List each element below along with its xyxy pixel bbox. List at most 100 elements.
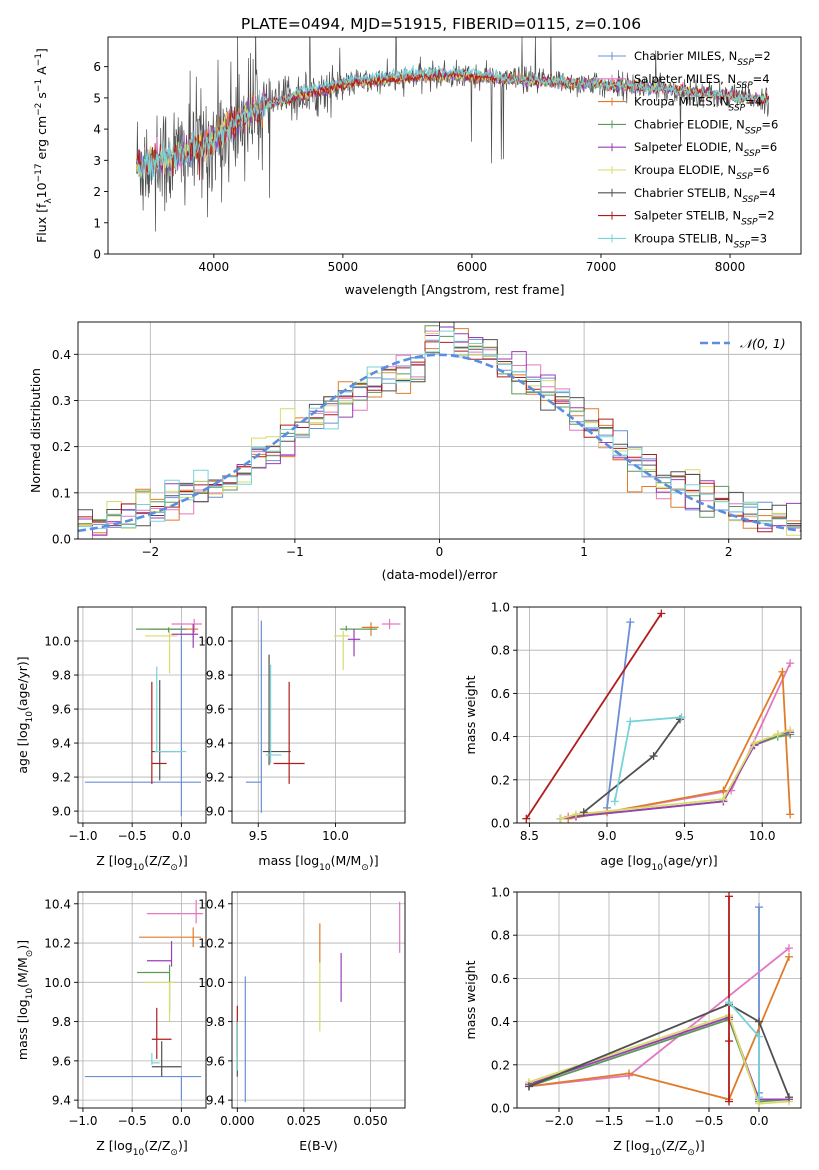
- x-tick-label: 4000: [199, 260, 230, 274]
- errorbar-salpeter_miles: [171, 618, 203, 633]
- marker-kroupa_elodie: [571, 810, 580, 819]
- x-tick-label: 0: [436, 545, 444, 559]
- x-tick-label: −1.0: [68, 1114, 97, 1128]
- y-tick-label: 9.8: [206, 1015, 225, 1029]
- marker-salpeter_stelib: [522, 814, 531, 823]
- y-tick-label: 9.8: [52, 1015, 71, 1029]
- marker-kroupa_miles: [719, 786, 728, 795]
- marker-kroupa_stelib: [610, 797, 619, 806]
- panel-spectrum: 4000 5000 6000 7000 8000 0 1 2 3 4 5 6 wavelength [A…: [34, 36, 802, 297]
- errorbar-kroupa_elodie: [144, 630, 178, 674]
- marker-chabrier_stelib: [755, 1017, 763, 1026]
- marker-kroupa_elodie: [556, 814, 565, 823]
- y-tick-label: 0.4: [491, 730, 510, 744]
- x-tick-label: 0.0: [172, 1114, 191, 1128]
- y-tick-label: 0.4: [52, 348, 71, 362]
- plot-area: [236, 901, 401, 1103]
- normal-reference-curve: [78, 353, 801, 533]
- errorbar-kroupa_stelib: [151, 1053, 160, 1065]
- marker-chabrier_miles: [755, 903, 763, 912]
- x-tick-label: −0.5: [118, 829, 147, 843]
- marker-chabrier_stelib: [579, 808, 588, 817]
- y-tick-label: 0.8: [491, 644, 510, 658]
- y-tick-label: 9.0: [206, 805, 225, 819]
- errorbar-salpeter_elodie: [146, 941, 173, 967]
- series-line-salpeter_miles: [568, 662, 791, 818]
- y-tick-label: 10.4: [198, 897, 225, 911]
- x-tick-label: −0.5: [118, 1114, 147, 1128]
- y-tick-label: 0.0: [491, 817, 510, 831]
- x-tick-label: −1.0: [644, 1114, 673, 1128]
- y-tick-label: 0: [93, 248, 101, 262]
- y-tick-label: 9.6: [52, 1054, 71, 1068]
- series-line-chabrier_miles: [606, 621, 632, 809]
- y-tick-label: 0.3: [52, 394, 71, 408]
- marker-salpeter_miles: [786, 659, 795, 668]
- x-tick-label: 1: [580, 545, 588, 559]
- plot-area: [84, 618, 203, 817]
- plot-area: [136, 37, 770, 232]
- x-tick-label: −0.5: [694, 1114, 723, 1128]
- series-line-chabrier_stelib: [583, 718, 681, 813]
- x-axis-label: E(B-V): [299, 1138, 338, 1153]
- x-tick-label: 0.050: [353, 1114, 387, 1128]
- errorbar-chabrier_stelib: [151, 680, 181, 781]
- y-tick-label: 5: [93, 91, 101, 105]
- panel-mass_weight_vs_age: 8.5 9.0 9.5 10.0 0.0 0.2 0.4 0.6 0.8 1.0 age [log1…: [463, 601, 802, 873]
- errorbar-chabrier_stelib: [262, 654, 291, 766]
- x-tick-label: 8.5: [520, 829, 539, 843]
- marker-kroupa_miles: [625, 1069, 633, 1078]
- x-axis-label: Z [log10(Z/Z⊙)]: [613, 1138, 704, 1158]
- marker-kroupa_stelib: [755, 1032, 763, 1041]
- legend-entry: Chabrier STELIB, NSSP=4: [634, 186, 776, 205]
- marker-salpeter_stelib: [725, 1037, 733, 1046]
- figure-title: PLATE=0494, MJD=51915, FIBERID=0115, z=0…: [241, 15, 641, 33]
- y-tick-label: 10.0: [198, 976, 225, 990]
- legend-entry: Kroupa ELODIE, NSSP=6: [634, 163, 770, 182]
- y-axis-label: mass [log10(M/M⊙)]: [15, 940, 35, 1060]
- x-tick-label: 0.0: [749, 1114, 768, 1128]
- errorbar-salpeter_miles: [381, 618, 401, 630]
- axes-frame: [231, 891, 406, 1109]
- marker-kroupa_miles: [786, 810, 795, 819]
- x-tick-label: 6000: [457, 260, 488, 274]
- x-tick-label: −1: [286, 545, 304, 559]
- legend-entry: Chabrier MILES, NSSP=2: [634, 49, 771, 68]
- x-tick-label: 0.025: [287, 1114, 321, 1128]
- panel-mass_vs_Z: −1.0 −0.5 0.0 9.4 9.6 9.8 10.0 10.2 10.4 Z [log10…: [15, 891, 207, 1158]
- marker-kroupa_elodie: [750, 739, 759, 748]
- y-axis-label: mass weight: [463, 960, 478, 1039]
- y-tick-label: 4: [93, 123, 101, 137]
- marker-kroupa_elodie: [773, 730, 782, 739]
- y-tick-label: 0.2: [491, 1058, 510, 1072]
- panels: 4000 5000 6000 7000 8000 0 1 2 3 4 5 6 wavelength [A…: [15, 36, 802, 1158]
- axes-frame: [77, 606, 207, 824]
- legend-entry: Salpeter STELIB, NSSP=2: [634, 209, 775, 228]
- y-tick-label: 1.0: [491, 886, 510, 900]
- y-tick-label: 1.0: [491, 601, 510, 615]
- panel-residual_histogram: −2 −1 0 1 2 0.0 0.1 0.2 0.3 0.4 𝒩(0, 1) (data-model…: [28, 321, 802, 582]
- series-line-kroupa_elodie: [528, 1013, 790, 1105]
- x-axis-label: Z [log10(Z/Z⊙)]: [96, 1138, 187, 1158]
- x-tick-label: 2: [725, 545, 733, 559]
- marker-kroupa_miles: [778, 667, 787, 676]
- marker-chabrier_miles: [626, 618, 635, 627]
- y-tick-label: 10.0: [198, 635, 225, 649]
- y-tick-label: 10.0: [44, 635, 71, 649]
- y-axis-label: mass weight: [463, 675, 478, 754]
- errorbar-chabrier_miles: [245, 620, 262, 813]
- panel-age_vs_mass: 9.5 10.0 9.0 9.2 9.4 9.6 9.8 10.0 mass [log10(M/…: [198, 606, 406, 873]
- y-tick-label: 0.6: [491, 972, 510, 986]
- x-tick-label: 8000: [715, 260, 746, 274]
- y-tick-label: 9.2: [52, 771, 71, 785]
- errorbar-salpeter_miles: [146, 899, 204, 924]
- marker-kroupa_stelib: [755, 1093, 763, 1102]
- marker-salpeter_stelib: [725, 1097, 733, 1106]
- y-tick-label: 9.4: [206, 737, 225, 751]
- marker-chabrier_stelib: [649, 752, 658, 761]
- y-tick-label: 10.2: [44, 937, 71, 951]
- y-tick-label: 10.4: [44, 897, 71, 911]
- y-tick-label: 10.2: [198, 937, 225, 951]
- x-axis-label: Z [log10(Z/Z⊙)]: [96, 853, 187, 873]
